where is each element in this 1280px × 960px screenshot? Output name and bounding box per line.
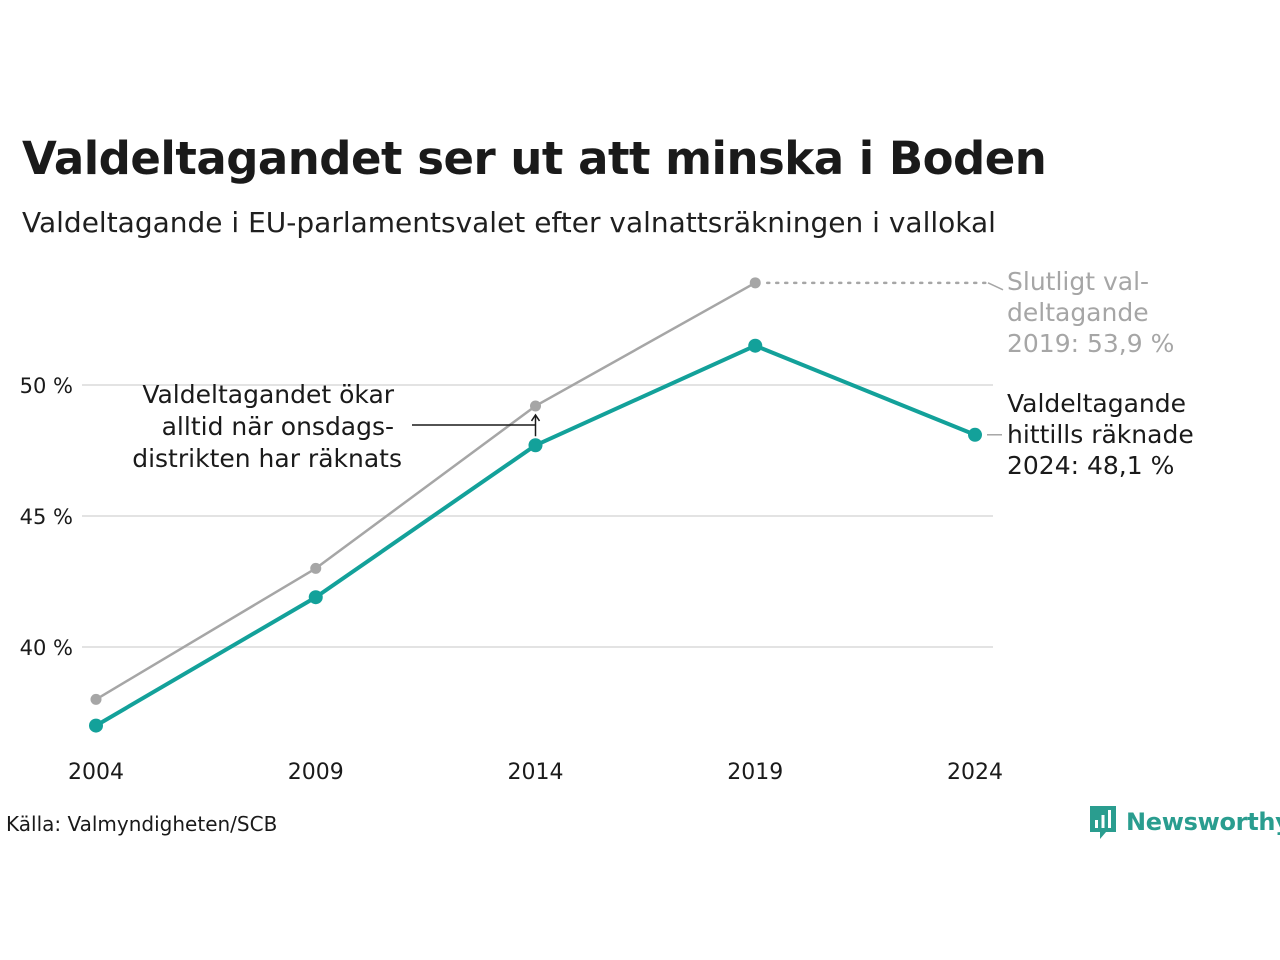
- logo-text: Newsworthy: [1126, 808, 1280, 836]
- annotation-final-line: deltagande: [1007, 298, 1149, 327]
- y-tick-label: 50 %: [20, 374, 73, 398]
- annotation-preliminary: Valdeltagande hittills räknade 2024: 48,…: [1007, 389, 1202, 480]
- annotation-final: Slutligt val- deltagande 2019: 53,9 %: [1007, 267, 1174, 358]
- x-tick-label: 2014: [508, 760, 564, 785]
- data-point-preliminary: [308, 590, 323, 605]
- data-point-final: [310, 562, 322, 574]
- annotation-note-line: alltid när onsdags-: [162, 412, 394, 441]
- annotation-preliminary-line: 2024: 48,1 %: [1007, 451, 1174, 480]
- data-point-final: [530, 400, 541, 412]
- y-tick-label: 40 %: [20, 636, 73, 660]
- x-axis-ticks: 2004 2009 2014 2019 2024: [68, 760, 1003, 785]
- y-axis-ticks: 40 % 45 % 50 %: [20, 374, 73, 660]
- chart-title: Valdeltagandet ser ut att minska i Boden: [22, 132, 1047, 185]
- annotation-note: Valdeltagandet ökar alltid när onsdags- …: [132, 380, 402, 473]
- x-tick-label: 2019: [727, 760, 783, 785]
- y-tick-label: 45 %: [20, 505, 73, 529]
- annotations: Slutligt val- deltagande 2019: 53,9 % Va…: [132, 267, 1202, 480]
- annotation-note-line: Valdeltagandet ökar: [142, 380, 394, 409]
- newsworthy-logo: Newsworthy: [1088, 804, 1280, 840]
- chart-subtitle: Valdeltagande i EU-parlamentsvalet efter…: [22, 206, 996, 239]
- annotation-preliminary-line: hittills räknade: [1007, 420, 1194, 449]
- annotation-note-arrowhead: [530, 413, 541, 422]
- bar-chart-speech-bubble-icon: [1090, 806, 1116, 839]
- data-point-final: [749, 277, 761, 289]
- annotation-preliminary-line: Valdeltagande: [1007, 389, 1186, 418]
- data-point-preliminary: [89, 718, 103, 733]
- data-point-preliminary: [528, 438, 543, 453]
- series-lines: [89, 277, 982, 733]
- x-tick-label: 2009: [288, 760, 344, 785]
- series-line-final: [95, 281, 756, 701]
- annotation-final-line: Slutligt val-: [1007, 267, 1149, 296]
- data-point-preliminary: [748, 338, 763, 353]
- annotation-note-line: distrikten har räknats: [132, 444, 402, 473]
- line-chart: 40 % 45 % 50 % 2004 2009 2014 2019 2024 Slutli…: [20, 267, 1202, 785]
- source-note: Källa: Valmyndigheten/SCB: [6, 812, 278, 836]
- x-tick-label: 2004: [68, 760, 124, 785]
- data-point-final: [90, 693, 102, 705]
- x-tick-label: 2024: [947, 760, 1003, 785]
- annotation-final-connector: [987, 282, 1004, 291]
- annotation-final-line: 2019: 53,9 %: [1007, 329, 1174, 358]
- data-point-preliminary: [968, 427, 982, 442]
